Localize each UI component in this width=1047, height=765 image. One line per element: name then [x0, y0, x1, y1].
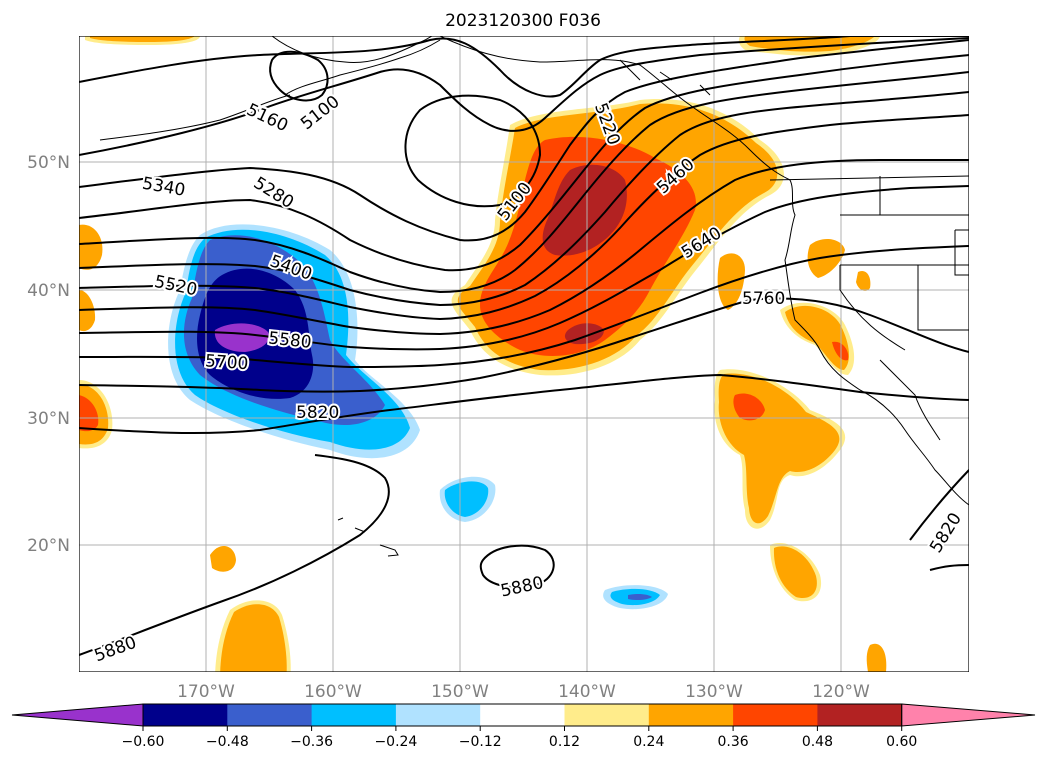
colorbar-tick-label: −0.60: [122, 734, 165, 750]
lat-label: 40°N: [27, 281, 70, 301]
colorbar-tick-label: 0.12: [549, 734, 580, 750]
colorbar-segment: [311, 704, 397, 726]
lat-label: 30°N: [27, 409, 70, 429]
colorbar-tick-label: 0.36: [718, 734, 749, 750]
map-panel: 5100 5160 5220 5100 5460 5340 5280 5400 …: [79, 36, 969, 672]
positive-anomaly-dark-red-2: [564, 323, 604, 345]
colorbar-frame: [142, 703, 903, 727]
lon-label: 170°W: [177, 682, 235, 702]
colorbar-extend-low: [11, 703, 144, 727]
colorbar-segment: [733, 704, 818, 726]
negative-anomaly-small-1b: [444, 481, 489, 517]
colorbar-segment: [480, 704, 565, 726]
contour-label: 5820: [296, 403, 339, 423]
colorbar-segment: [395, 704, 481, 726]
positive-anomaly-nw-orange: [90, 36, 195, 42]
positive-anomaly-w-dot: [210, 545, 236, 572]
positive-anomaly-south-1b: [773, 546, 817, 599]
colorbar-segment: [143, 704, 228, 726]
colorbar-tick-label: −0.48: [206, 734, 249, 750]
colorbar-tick-label: 0.48: [802, 734, 833, 750]
colorbar-tick-label: 0.24: [633, 734, 664, 750]
contour-label: 5760: [742, 289, 785, 309]
negative-anomaly-purple: [214, 323, 269, 352]
colorbar-tick-label: −0.36: [290, 734, 333, 750]
longitude-labels: 170°W 160°W 150°W 140°W 130°W 120°W: [177, 682, 870, 702]
lat-label: 50°N: [27, 153, 70, 173]
positive-anomaly-inland-2: [856, 270, 871, 291]
colorbar: −0.60 −0.48 −0.36 −0.24 −0.12 0.12 0.24 0.36 0.4…: [11, 703, 1036, 750]
lon-label: 140°W: [558, 682, 616, 702]
colorbar-tick-label: −0.12: [459, 734, 502, 750]
positive-anomaly-coast-red: [832, 341, 849, 361]
lon-label: 160°W: [304, 682, 362, 702]
positive-anomaly-se-red: [733, 393, 765, 421]
colorbar-segment: [648, 704, 734, 726]
negative-anomaly-small-2c: [628, 593, 652, 601]
lon-label: 130°W: [685, 682, 743, 702]
coastlines: [99, 36, 969, 557]
lon-label: 120°W: [812, 682, 870, 702]
positive-anomaly-coast-orange: [785, 305, 850, 370]
positive-anomaly-sw-orange: [220, 604, 287, 672]
positive-anomaly-e-edge: [866, 643, 887, 672]
latitude-labels: 50°N 40°N 30°N 20°N: [27, 153, 70, 556]
positive-anomaly-w-edge-3c: [79, 395, 99, 432]
height-contours: [79, 36, 969, 656]
map-title: 2023120300 F036: [445, 11, 601, 31]
colorbar-extend-high: [901, 703, 1036, 727]
colorbar-segment: [817, 704, 903, 726]
colorbar-tick-label: −0.24: [374, 734, 417, 750]
lon-label: 150°W: [431, 682, 489, 702]
lat-label: 20°N: [27, 536, 70, 556]
positive-anomaly-inland-1: [807, 238, 845, 278]
colorbar-segment: [564, 704, 650, 726]
colorbar-tick-label: 0.60: [886, 734, 917, 750]
positive-anomaly-dark-red: [542, 164, 627, 256]
colorbar-segment: [227, 704, 313, 726]
positive-anomaly-w-edge-1: [79, 224, 103, 270]
contour-label: 5700: [204, 351, 249, 374]
